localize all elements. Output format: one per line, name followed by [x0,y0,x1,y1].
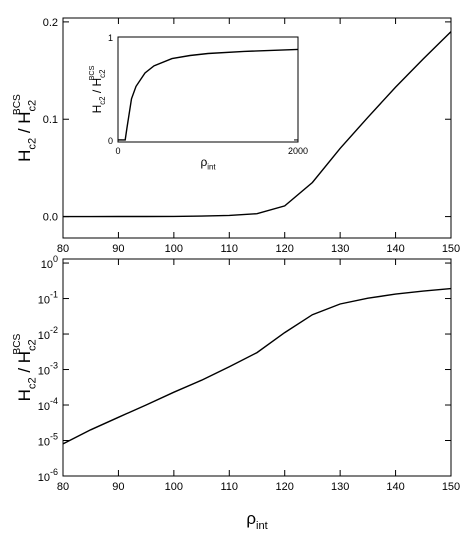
x-tick-label: 80 [57,481,69,493]
label-sub: c2 [26,339,38,351]
data-line [63,31,452,218]
y-axis-label: Hc2 / Hc2BCS [12,94,38,162]
y-tick-label: 100 [41,254,58,271]
y-tick-label: 10-6 [38,467,58,484]
data-line [118,48,299,141]
y-tick-label: 0.2 [43,17,58,29]
data-line [62,287,452,445]
x-tick-label: 80 [57,243,69,255]
x-tick-label: 2000 [288,146,308,156]
x-axis-label: ρint [200,155,216,172]
y-tick-exponent: -5 [50,432,58,442]
y-tick-exponent: 0 [53,254,58,264]
x-tick-label: 110 [221,243,239,255]
label-mid: / H [15,111,34,137]
y-tick-label: 0 [108,136,113,146]
y-tick-base: 10 [38,401,50,413]
y-tick-label: 1 [108,33,113,43]
plot-frame [62,258,452,477]
label-sub: c2 [26,377,38,389]
label-main: ρ [200,155,207,169]
y-tick-label: 0.1 [43,114,58,126]
x-tick-label: 90 [112,481,124,493]
y-tick-base: 10 [38,472,50,484]
y-tick-exponent: -1 [50,290,58,300]
y-tick-exponent: -2 [50,325,58,335]
x-tick-label: 90 [112,243,124,255]
x-tick-label: 120 [276,481,294,493]
label-mid: / H [90,78,104,97]
x-tick-label: 100 [165,481,183,493]
x-axis-label: ρint [246,509,267,532]
y-axis-label: Hc2 / Hc2BCS [12,333,38,401]
label-sub: c2 [98,96,107,104]
x-tick-label: 100 [165,243,183,255]
label-sub: int [207,163,216,172]
y-tick-base: 10 [41,259,53,271]
label-sub: c2 [98,70,107,78]
x-tick-label: 130 [331,243,349,255]
y-tick-exponent: -3 [50,361,58,371]
x-tick-label: 0 [115,146,120,156]
label-sup: BCS [12,94,23,115]
x-tick-label: 150 [442,243,460,255]
y-tick-base: 10 [38,295,50,307]
x-tick-label: 140 [386,481,404,493]
y-tick-base: 10 [38,330,50,342]
label-main: H [15,150,34,162]
x-tick-label: 120 [276,243,294,255]
y-tick-base: 10 [38,366,50,378]
y-tick-exponent: -6 [50,467,58,477]
y-axis-label: Hc2 / Hc2BCS [87,65,107,113]
label-sup: BCS [12,333,23,354]
label-main: ρ [246,509,256,528]
x-tick-label: 150 [442,481,460,493]
y-tick-label: 10-4 [38,396,58,413]
label-sub: c2 [26,100,38,112]
y-tick-label: 10-1 [38,290,58,307]
y-tick-label: 10-2 [38,325,58,342]
x-tick-label: 140 [386,243,404,255]
label-mid: / H [15,351,34,377]
plot-frame [117,36,299,143]
y-tick-base: 10 [38,437,50,449]
y-tick-label: 10-3 [38,361,58,378]
label-main: H [90,105,104,114]
x-tick-label: 110 [221,481,239,493]
label-sub: int [256,520,268,532]
y-tick-label: 0.0 [43,212,58,224]
label-sup: BCS [87,65,96,80]
label-main: H [15,389,34,401]
x-tick-label: 130 [331,481,349,493]
y-tick-label: 10-5 [38,432,58,449]
y-tick-exponent: -4 [50,396,58,406]
label-sub: c2 [26,138,38,150]
